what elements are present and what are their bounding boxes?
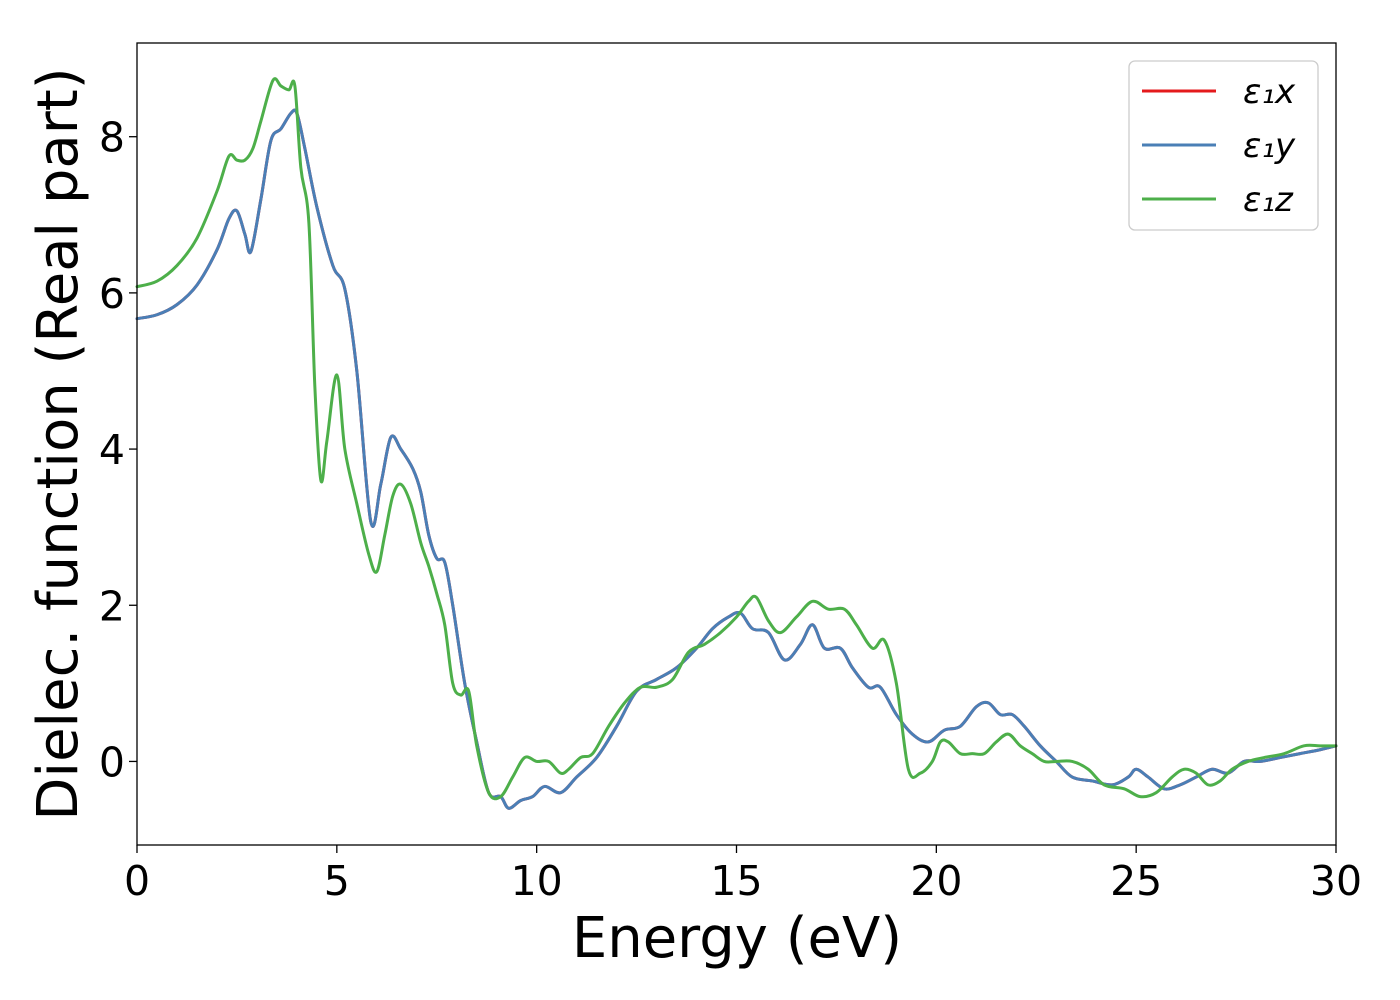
y-tick-label: 0 <box>99 738 125 786</box>
y-tick-label: 4 <box>99 426 125 474</box>
legend-label-3: ε₁z <box>1243 180 1294 220</box>
x-tick-label: 0 <box>124 857 150 905</box>
y-tick-label: 8 <box>99 114 125 162</box>
x-tick-label: 10 <box>511 857 563 905</box>
x-axis-title: Energy (eV) <box>572 906 902 971</box>
y-tick-label: 2 <box>99 582 125 630</box>
y-axis-title: Dielec. function (Real part) <box>26 67 91 820</box>
plot-lines <box>135 77 1338 810</box>
x-tick-label: 20 <box>910 857 962 905</box>
legend: ε₁x ε₁y ε₁z <box>1128 60 1319 231</box>
y-tick-label: 6 <box>99 270 125 318</box>
x-tick-label: 15 <box>710 857 762 905</box>
x-tick-label: 25 <box>1110 857 1162 905</box>
y-axis-ticks: 0 2 4 6 8 <box>99 114 137 786</box>
legend-label-2: ε₁y <box>1243 126 1296 166</box>
legend-label-1: ε₁x <box>1243 72 1296 112</box>
x-tick-label: 5 <box>324 857 350 905</box>
x-tick-label: 30 <box>1310 857 1362 905</box>
x-axis-ticks: 0 5 10 15 20 25 30 <box>124 845 1362 905</box>
legend-box <box>1128 60 1319 231</box>
series-line-3 <box>135 77 1338 801</box>
